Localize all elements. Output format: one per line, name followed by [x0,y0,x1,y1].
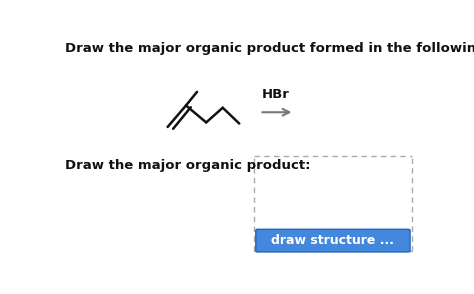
FancyBboxPatch shape [256,229,410,252]
Text: Draw the major organic product formed in the following reaction.: Draw the major organic product formed in… [65,42,474,55]
Text: Draw the major organic product:: Draw the major organic product: [65,159,310,172]
Text: HBr: HBr [262,88,290,101]
Text: draw structure ...: draw structure ... [272,234,394,247]
